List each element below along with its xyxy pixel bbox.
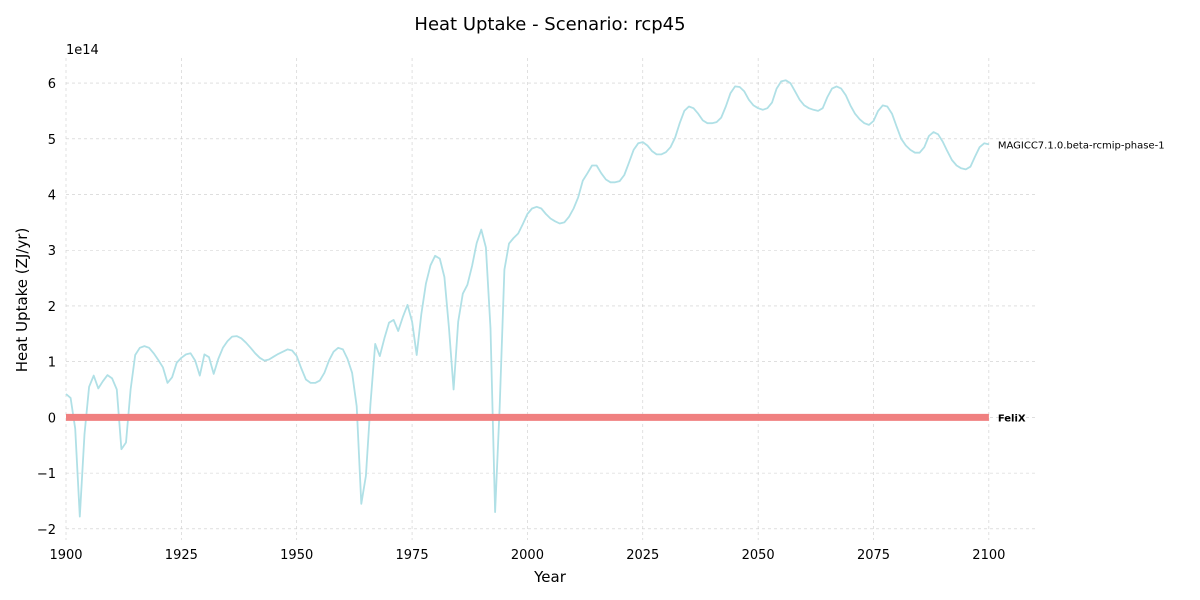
x-tick-labels: 1900 1925 1950 1975 2000 2025 2050 2075 2100 bbox=[49, 548, 1005, 563]
series-end-label: MAGICC7.1.0.beta-rcmip-phase-1 bbox=[998, 140, 1165, 151]
y-tick-label: 1 bbox=[48, 356, 56, 371]
y-tick-label: 0 bbox=[48, 411, 56, 426]
x-tick-label: 2025 bbox=[626, 548, 659, 563]
y-axis-offset-label: 1e14 bbox=[66, 43, 99, 58]
chart-title: Heat Uptake - Scenario: rcp45 bbox=[414, 14, 685, 35]
y-tick-label: 6 bbox=[48, 77, 56, 92]
series-end-label: FeliX bbox=[998, 413, 1026, 424]
x-tick-label: 1975 bbox=[396, 548, 429, 563]
x-axis-label: Year bbox=[533, 568, 567, 586]
x-tick-label: 1900 bbox=[49, 548, 82, 563]
x-tick-label: 2075 bbox=[857, 548, 890, 563]
y-tick-label: −1 bbox=[37, 467, 56, 482]
x-tick-label: 1925 bbox=[165, 548, 198, 563]
grid-lines bbox=[65, 58, 1035, 540]
y-tick-label: 5 bbox=[48, 133, 56, 148]
y-tick-label: 3 bbox=[48, 244, 56, 259]
x-tick-label: 2050 bbox=[742, 548, 775, 563]
series-labels: MAGICC7.1.0.beta-rcmip-phase-1 FeliX bbox=[998, 140, 1165, 424]
series-line-magicc bbox=[65, 79, 990, 518]
x-tick-label: 2000 bbox=[511, 548, 544, 563]
y-tick-label: 2 bbox=[48, 300, 56, 315]
x-tick-label: 2100 bbox=[972, 548, 1005, 563]
y-tick-label: 4 bbox=[48, 189, 56, 204]
y-axis-label: Heat Uptake (ZJ/yr) bbox=[13, 228, 31, 373]
y-tick-label: −2 bbox=[37, 523, 56, 538]
y-tick-labels: −2 −1 0 1 2 3 4 5 6 bbox=[37, 77, 56, 538]
series-layer bbox=[65, 79, 990, 518]
x-tick-label: 1950 bbox=[280, 548, 313, 563]
